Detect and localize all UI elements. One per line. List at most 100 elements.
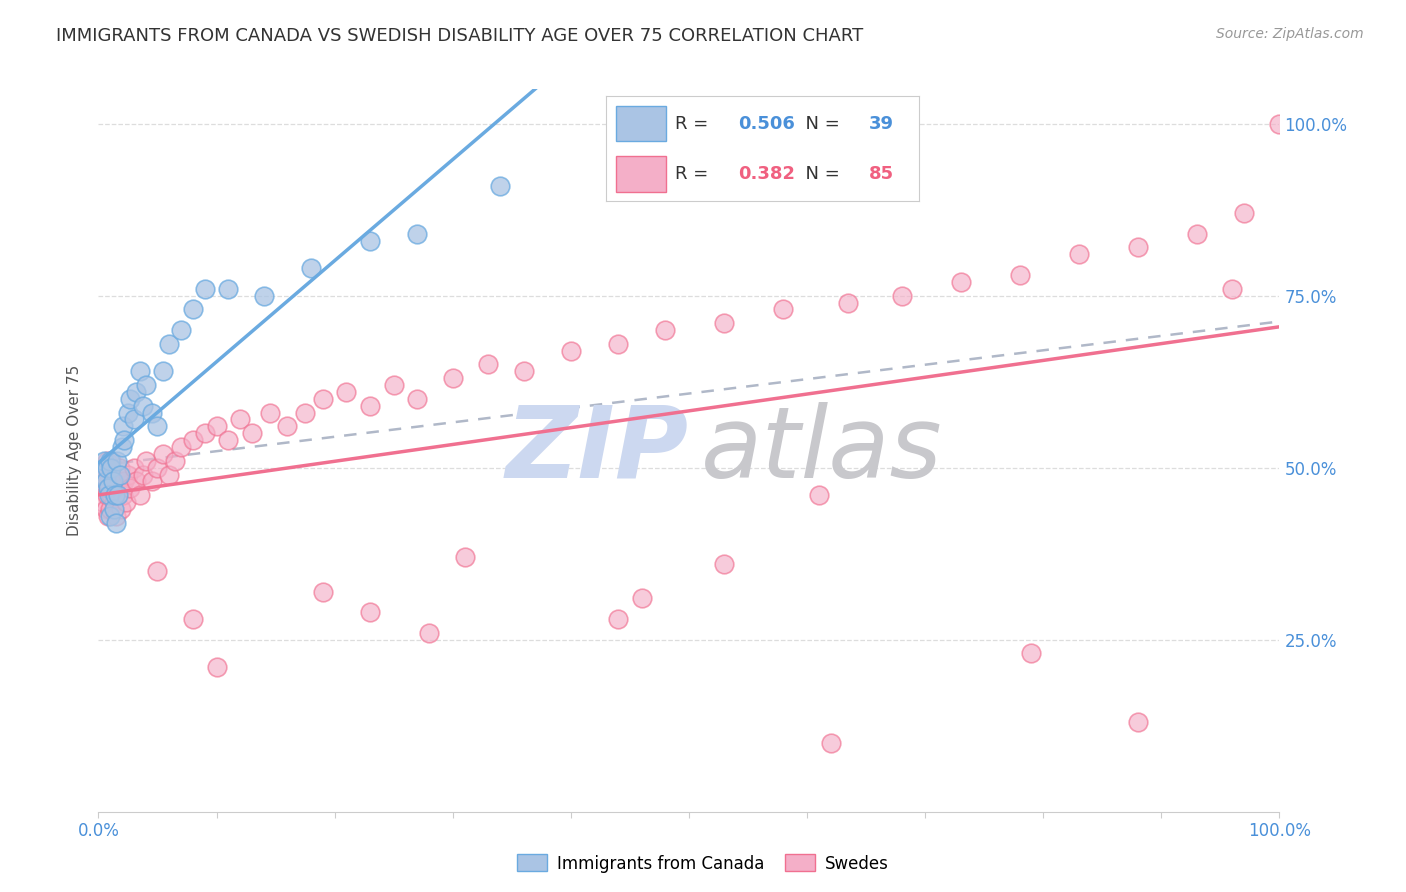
Point [512,364,534,378]
Point [157,336,180,351]
Point [112,433,135,447]
Text: atlas: atlas [700,402,942,499]
Point [837,295,859,310]
Point [181,302,204,317]
Point [146,419,169,434]
Point [101,475,124,489]
Point [107,488,129,502]
Point [98,508,121,523]
Point [890,288,912,302]
Point [205,660,228,674]
Point [96,488,118,502]
Point [122,460,145,475]
Point [240,426,263,441]
Point [1021,647,1043,661]
Point [107,475,129,489]
Point [97,475,120,489]
Point [120,392,142,406]
Point [105,508,128,523]
Point [146,564,169,578]
Point [259,406,281,420]
Point [949,275,972,289]
Point [359,399,381,413]
Point [117,467,139,482]
Point [335,384,357,399]
Point [103,495,125,509]
Point [100,454,122,468]
Point [229,412,252,426]
Point [294,406,316,420]
Point [772,302,794,317]
Point [205,419,228,434]
Point [91,475,114,489]
Point [112,488,135,502]
Point [93,454,115,468]
Point [132,467,155,482]
Point [96,460,118,475]
Point [406,227,429,241]
Point [141,475,163,489]
Point [125,475,148,489]
Point [128,364,150,378]
Point [98,488,121,502]
Point [122,412,145,426]
Point [105,454,128,468]
Point [100,488,122,502]
Point [713,316,735,330]
Point [135,378,157,392]
Point [112,475,135,489]
Legend: Immigrants from Canada, Swedes: Immigrants from Canada, Swedes [510,847,896,880]
Point [170,440,193,454]
Point [1126,715,1149,730]
Point [1185,227,1208,241]
Point [406,392,429,406]
Point [382,378,405,392]
Point [112,419,135,434]
Point [98,481,121,495]
Point [194,426,217,441]
Text: Source: ZipAtlas.com: Source: ZipAtlas.com [1216,27,1364,41]
Point [97,508,120,523]
Point [630,591,652,606]
Point [217,433,239,447]
Point [170,323,193,337]
Point [1233,206,1256,220]
Point [359,234,381,248]
Point [91,495,114,509]
Point [111,440,134,454]
Point [105,488,128,502]
Point [98,454,121,468]
Point [108,467,131,482]
Point [607,336,630,351]
Point [93,460,115,475]
Point [359,605,381,619]
Point [110,502,132,516]
Point [418,625,440,640]
Point [312,584,335,599]
Point [194,282,217,296]
Point [132,399,155,413]
Point [181,433,204,447]
Point [1126,240,1149,254]
Point [98,460,121,475]
Point [441,371,464,385]
Point [607,612,630,626]
Text: ZIP: ZIP [506,402,689,499]
Point [98,502,121,516]
Y-axis label: Disability Age Over 75: Disability Age Over 75 [67,365,83,536]
Point [654,323,676,337]
Point [165,454,187,468]
Point [101,475,124,489]
Point [104,488,127,502]
Point [181,612,204,626]
Point [114,495,136,509]
Point [312,392,335,406]
Point [1268,117,1291,131]
Point [1220,282,1243,296]
Point [103,502,125,516]
Point [477,358,499,372]
Point [91,467,114,482]
Point [299,261,322,276]
Point [560,343,582,358]
Point [96,454,118,468]
